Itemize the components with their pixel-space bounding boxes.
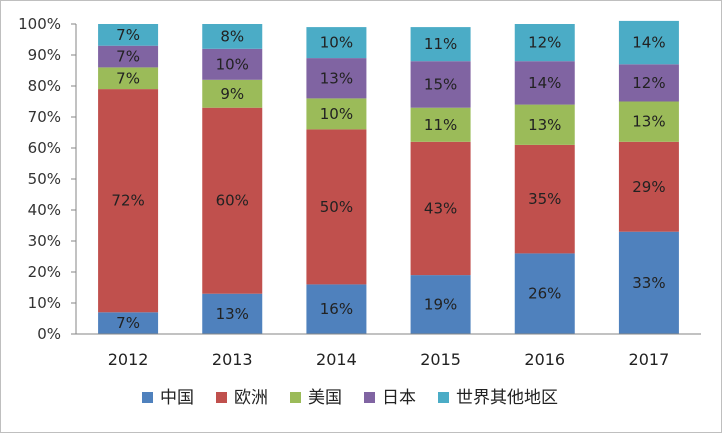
- bar-segment: [618, 64, 679, 102]
- x-tick-label: 2015: [420, 350, 461, 369]
- data-label: 50%: [320, 198, 353, 216]
- bar-segment: [306, 284, 367, 334]
- bar-segment: [306, 98, 367, 130]
- data-label: 11%: [424, 116, 457, 134]
- data-label: 9%: [220, 85, 244, 103]
- bar-segment: [98, 89, 159, 313]
- data-label: 7%: [116, 26, 140, 44]
- data-label: 7%: [116, 48, 140, 66]
- legend-swatch: [216, 392, 227, 403]
- legend-swatch: [290, 392, 301, 403]
- data-label: 11%: [424, 35, 457, 53]
- legend-swatch: [364, 392, 375, 403]
- data-label: 12%: [528, 34, 561, 52]
- y-tick-label: 70%: [28, 108, 61, 126]
- bar-segment: [618, 231, 679, 334]
- legend-label: 中国: [160, 388, 194, 408]
- data-label: 12%: [632, 74, 665, 92]
- bar-segment: [514, 253, 575, 334]
- data-label: 13%: [320, 69, 353, 87]
- x-tick-label: 2013: [212, 350, 253, 369]
- bar-segment: [514, 144, 575, 254]
- bar-segment: [410, 141, 471, 276]
- data-label: 14%: [528, 74, 561, 92]
- bar-segment: [98, 45, 159, 68]
- x-tick-label: 2014: [316, 350, 357, 369]
- data-label: 26%: [528, 285, 561, 303]
- data-label: 35%: [528, 190, 561, 208]
- bar-segment: [618, 101, 679, 142]
- y-tick-label: 90%: [28, 46, 61, 64]
- data-label: 7%: [116, 314, 140, 332]
- y-tick-label: 60%: [28, 139, 61, 157]
- bar-segment: [514, 104, 575, 145]
- y-tick-label: 50%: [28, 170, 61, 188]
- bar-segment: [306, 58, 367, 99]
- legend-label: 世界其他地区: [456, 388, 558, 408]
- data-label: 7%: [116, 69, 140, 87]
- data-label: 19%: [424, 296, 457, 314]
- bar-segment: [410, 107, 471, 142]
- data-label: 10%: [320, 105, 353, 123]
- bar-segment: [202, 293, 263, 334]
- y-tick-label: 30%: [28, 232, 61, 250]
- y-tick-label: 40%: [28, 201, 61, 219]
- data-label: 43%: [424, 199, 457, 217]
- bar-segment: [202, 24, 263, 49]
- y-tick-label: 100%: [18, 15, 61, 33]
- data-label: 29%: [632, 178, 665, 196]
- data-label: 13%: [632, 113, 665, 131]
- y-tick-label: 80%: [28, 77, 61, 95]
- bar-segment: [410, 275, 471, 334]
- data-label: 15%: [424, 75, 457, 93]
- bar-segment: [618, 20, 679, 65]
- legend-label: 美国: [308, 388, 342, 408]
- bar-segment: [202, 107, 263, 294]
- bar-segment: [98, 24, 159, 46]
- data-label: 10%: [320, 34, 353, 52]
- data-label: 8%: [220, 27, 244, 45]
- bar-segment: [98, 312, 159, 334]
- legend-swatch: [438, 392, 449, 403]
- bar-segment: [306, 129, 367, 285]
- x-tick-label: 2017: [629, 350, 670, 369]
- bar-segment: [410, 61, 471, 108]
- y-tick-label: 10%: [28, 294, 61, 312]
- y-tick-label: 20%: [28, 263, 61, 281]
- data-label: 13%: [216, 305, 249, 323]
- data-label: 72%: [111, 192, 144, 210]
- bar-segment: [410, 27, 471, 62]
- data-label: 10%: [216, 55, 249, 73]
- data-label: 60%: [216, 192, 249, 210]
- data-label: 13%: [528, 116, 561, 134]
- bar-segment: [202, 79, 263, 108]
- y-tick-label: 0%: [37, 325, 61, 343]
- bar-segment: [514, 24, 575, 62]
- bar-segment: [618, 141, 679, 232]
- bar-segment: [514, 61, 575, 105]
- data-label: 14%: [632, 34, 665, 52]
- x-tick-label: 2016: [524, 350, 565, 369]
- bar-segment: [202, 48, 263, 80]
- bar-segment: [306, 27, 367, 59]
- legend-label: 欧洲: [234, 388, 268, 408]
- legend-label: 日本: [382, 388, 416, 408]
- data-label: 33%: [632, 274, 665, 292]
- data-label: 16%: [320, 300, 353, 318]
- x-tick-label: 2012: [108, 350, 149, 369]
- legend-swatch: [142, 392, 153, 403]
- bar-segment: [98, 67, 159, 90]
